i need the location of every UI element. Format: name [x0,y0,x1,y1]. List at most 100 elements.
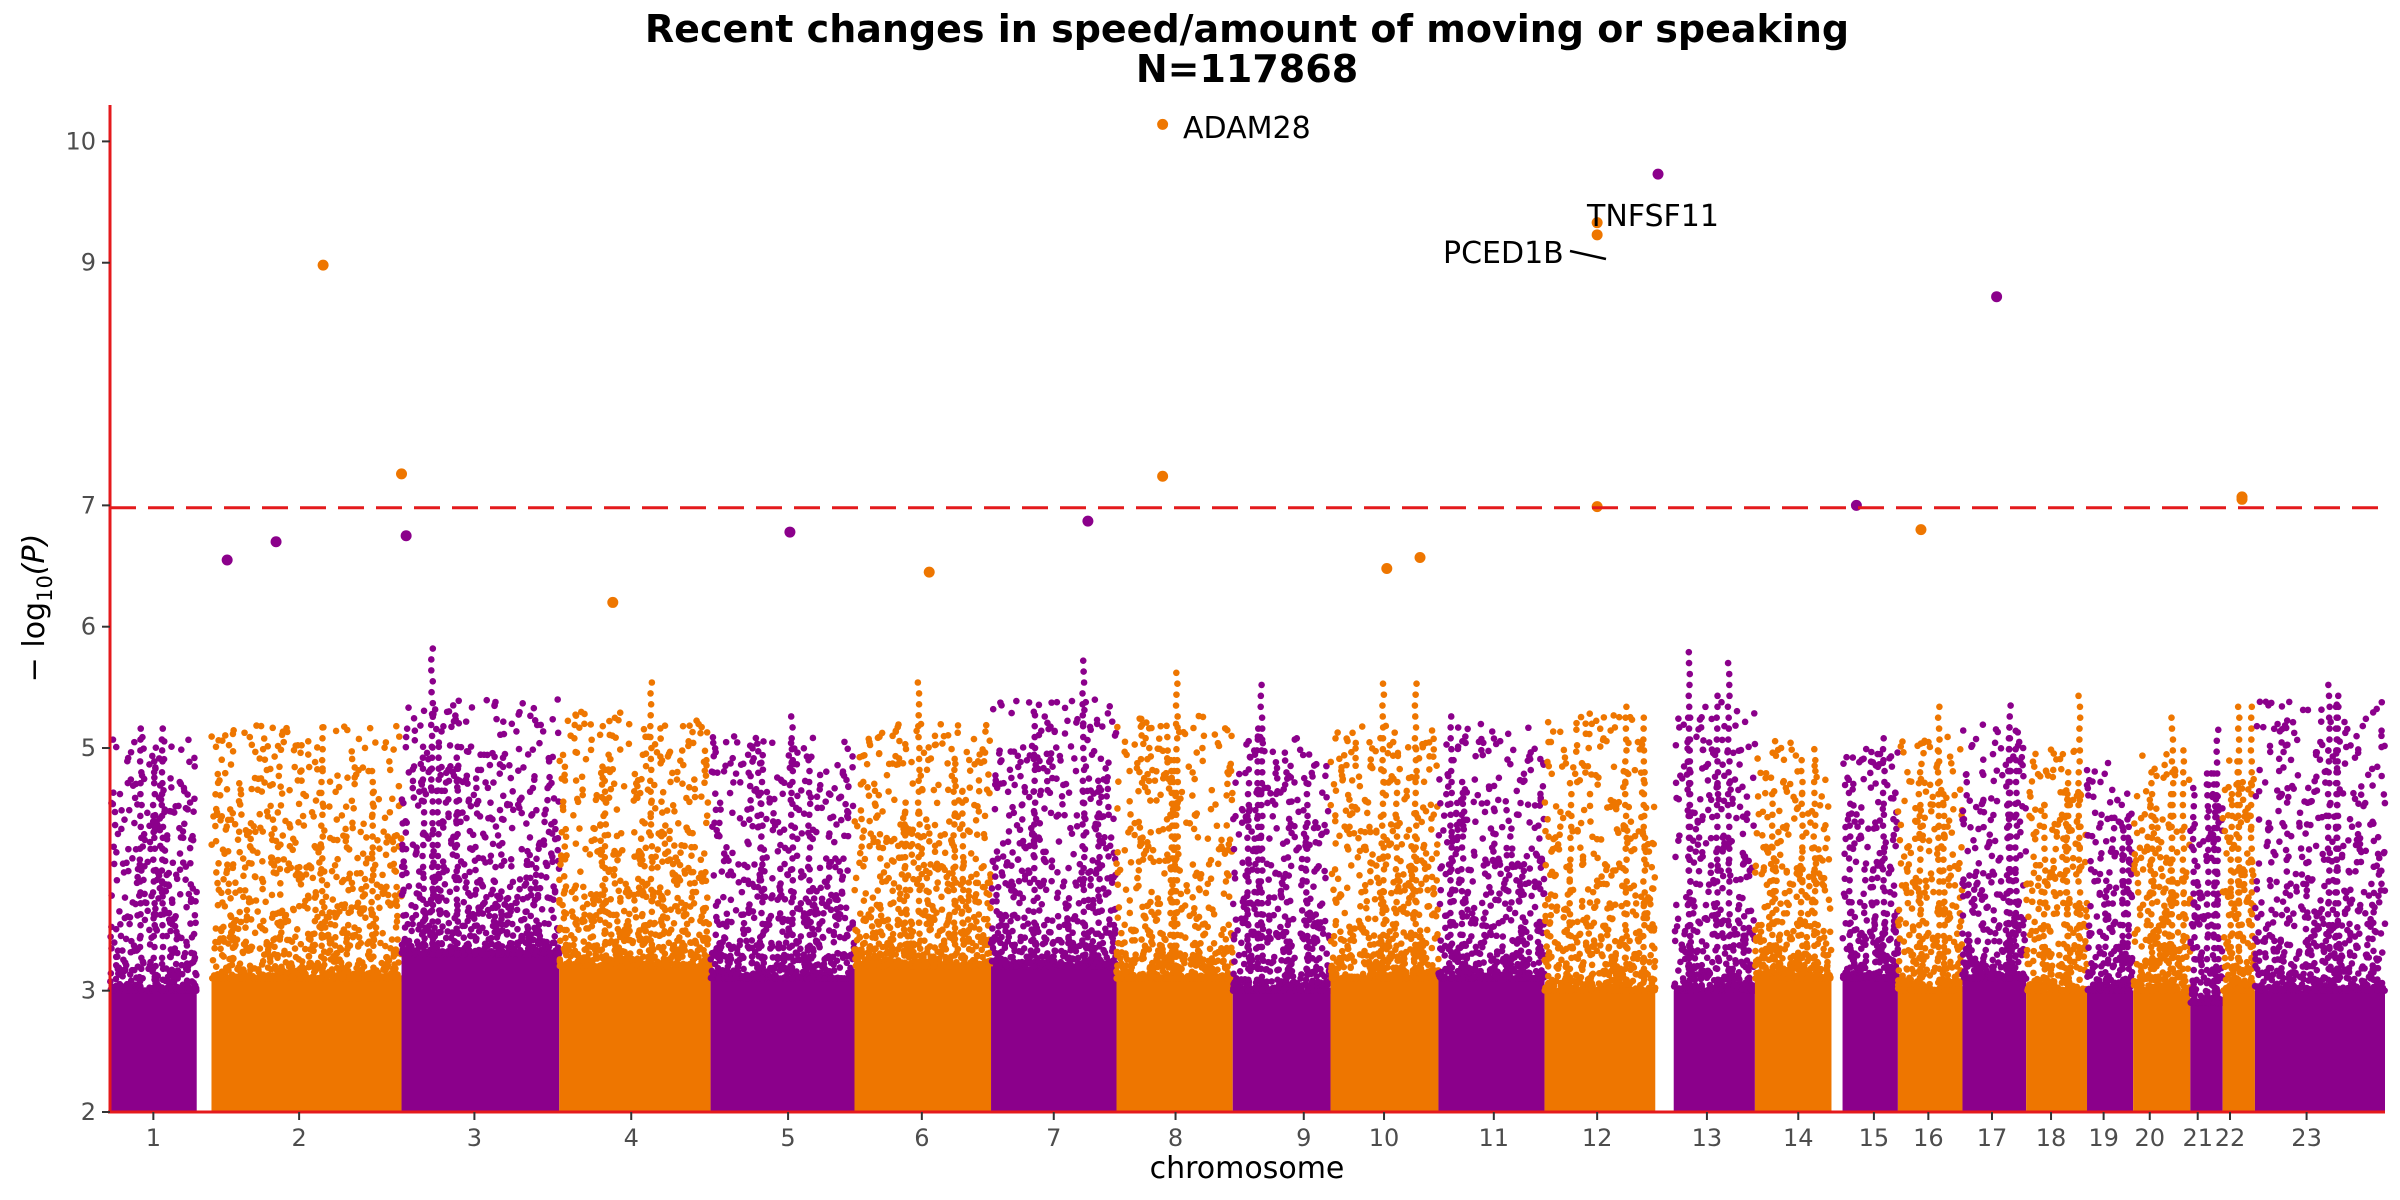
snp-point [950,963,957,970]
snp-point [1009,849,1016,856]
snp-point [902,832,909,839]
snp-point [915,679,922,686]
snp-point [555,944,562,951]
snp-point [306,764,313,771]
snp-point [115,831,122,838]
snp-point [775,944,782,951]
snp-point [186,759,193,766]
snp-point [938,943,945,950]
snp-point [703,963,710,970]
snp-point [648,887,655,894]
snp-point [286,787,293,794]
snp-point [951,909,958,916]
snp-point [112,822,119,829]
snp-point [971,924,978,931]
snp-point [430,645,437,652]
snp-point [877,873,884,880]
snp-point [362,914,369,921]
snp-point [648,756,655,763]
snp-point [789,910,796,917]
snp-point [647,712,654,719]
snp-point [131,967,138,974]
snp-point [402,936,409,943]
snp-point [876,940,883,947]
snp-point [758,801,765,808]
snp-point [501,731,508,738]
snp-point [400,800,407,807]
snp-point [159,878,166,885]
snp-point [798,787,805,794]
snp-point [790,844,797,851]
snp-point [556,758,563,765]
snp-point [487,814,494,821]
snp-point [484,752,491,759]
snp-point [901,821,908,828]
snp-point [225,817,232,824]
snp-point [546,829,553,836]
snp-point [989,885,996,892]
snp-point [151,769,158,776]
snp-point [862,856,869,863]
snp-point [429,820,436,827]
snp-point [509,825,516,832]
snp-point [717,806,724,813]
snp-point [963,749,970,756]
snp-point [805,757,812,764]
snp-point [1053,744,1060,751]
snp-point [657,832,664,839]
snp-point [789,724,796,731]
snp-point [121,816,128,823]
snp-point [348,748,355,755]
snp-point [297,749,304,756]
snp-point [875,921,882,928]
snp-point [436,929,443,936]
snp-point [597,731,604,738]
snp-point [771,796,778,803]
snp-point [685,827,692,834]
snp-point [1055,913,1062,920]
snp-point [660,789,667,796]
snp-point [775,848,782,855]
snp-point [485,936,492,943]
snp-point [648,745,655,752]
snp-point [349,825,356,832]
snp-point [236,780,243,787]
snp-point [976,899,983,906]
snp-point [1066,789,1073,796]
snp-point [664,807,671,814]
snp-point [178,962,185,969]
snp-point [959,821,966,828]
snp-point [933,909,940,916]
snp-point [413,890,420,897]
snp-point [503,921,510,928]
snp-point [735,879,742,886]
snp-point [428,896,435,903]
snp-point [116,908,123,915]
snp-point [660,896,667,903]
snp-point [527,932,534,939]
snp-point [403,846,410,853]
snp-point [176,779,183,786]
snp-point [942,849,949,856]
snp-point [349,885,356,892]
snp-point [575,926,582,933]
snp-point [806,790,813,797]
snp-point [144,908,151,915]
snp-point [745,927,752,934]
snp-point [555,730,562,737]
snp-point [184,791,191,798]
snp-point [710,740,717,747]
snp-point [841,739,848,746]
snp-point [966,757,973,764]
snp-point [568,932,575,939]
snp-point [137,922,144,929]
snp-point [798,900,805,907]
snp-point [370,953,377,960]
snp-point [960,832,967,839]
snp-point [187,987,194,994]
snp-point [169,899,176,906]
snp-point [514,926,521,933]
snp-point [688,852,695,859]
snp-point [805,921,812,928]
